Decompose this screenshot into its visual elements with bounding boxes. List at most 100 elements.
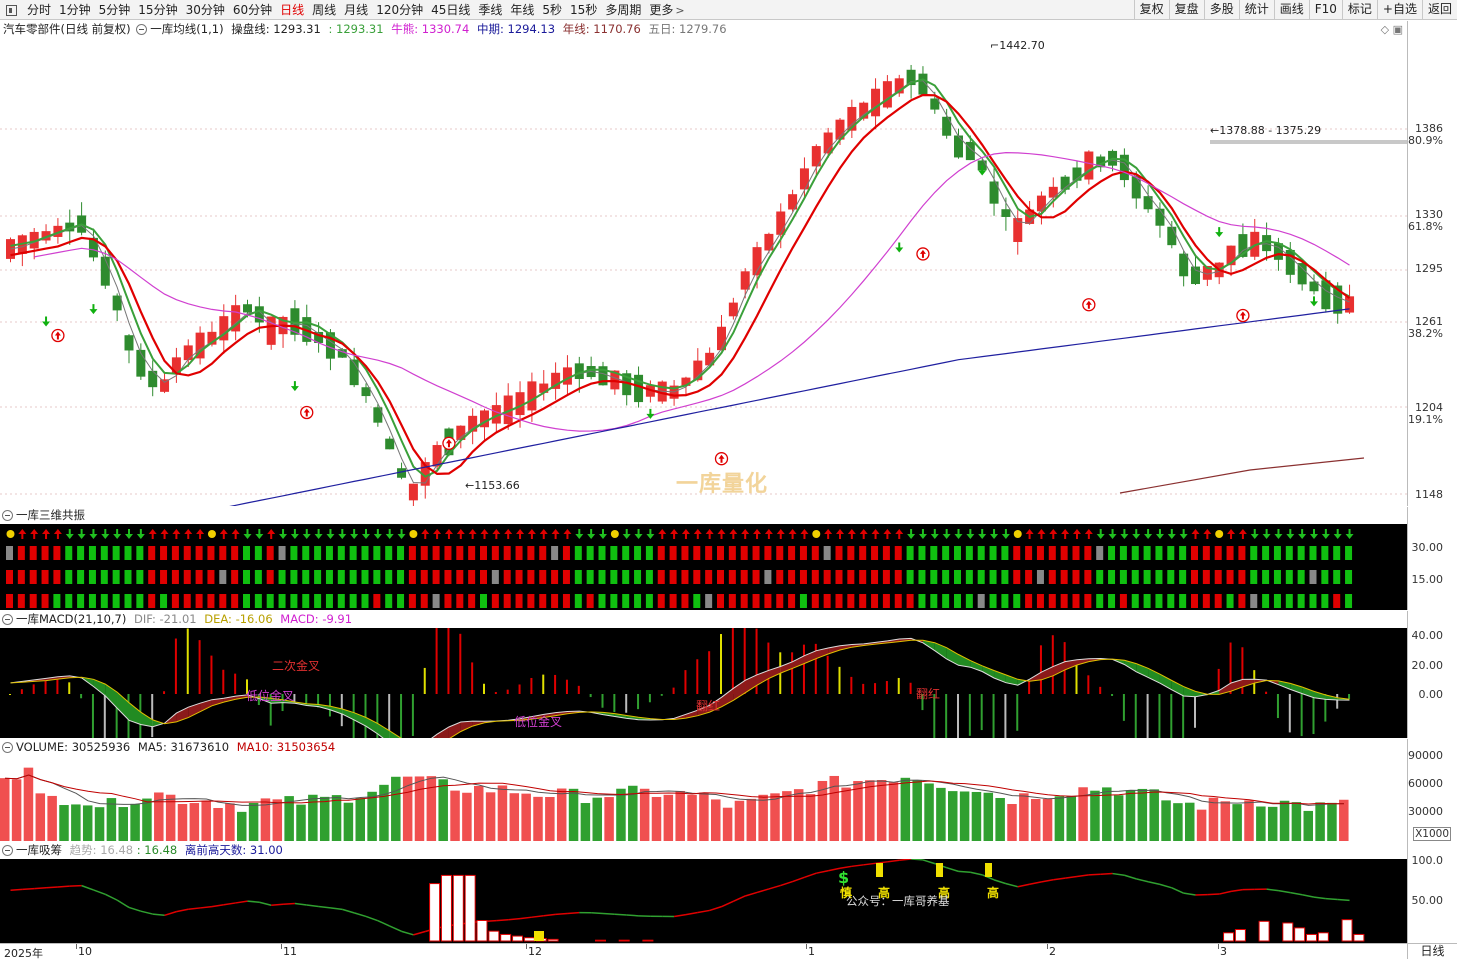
period-1min[interactable]: 1分钟 bbox=[59, 3, 91, 17]
candle-body bbox=[1013, 218, 1023, 242]
resonance-bar bbox=[634, 594, 642, 608]
resonance-down-icon bbox=[1120, 529, 1129, 539]
resonance-bar bbox=[728, 546, 736, 560]
window-icon[interactable]: ▣ bbox=[1392, 23, 1403, 36]
period-fenshi[interactable]: 分时 bbox=[27, 3, 52, 17]
volume-bar bbox=[722, 807, 733, 841]
volume-bar bbox=[758, 794, 768, 841]
resonance-bar bbox=[622, 594, 630, 608]
resonance-bar bbox=[1202, 594, 1210, 608]
biaoji-button[interactable]: 标记 bbox=[1341, 0, 1377, 20]
macd-band bbox=[780, 661, 793, 673]
resonance-bar bbox=[171, 546, 179, 560]
indicator-menu-icon[interactable] bbox=[2, 614, 13, 625]
diamond-icon[interactable]: ◇ bbox=[1380, 23, 1390, 36]
dif-line bbox=[10, 637, 1350, 738]
resonance-bar bbox=[965, 570, 973, 584]
candle-body bbox=[349, 359, 359, 386]
resonance-bar bbox=[1167, 570, 1175, 584]
period-quarter[interactable]: 季线 bbox=[478, 3, 503, 17]
candle-body bbox=[788, 194, 798, 210]
resonance-bar bbox=[598, 594, 606, 608]
period-30min[interactable]: 30分钟 bbox=[185, 3, 225, 17]
fupan-button[interactable]: 复盘 bbox=[1168, 0, 1204, 20]
macd-band bbox=[377, 723, 390, 738]
sanwei-axis: 30.00 15.00 bbox=[1407, 507, 1457, 610]
resonance-bar bbox=[278, 570, 286, 584]
resonance-bar bbox=[266, 546, 274, 560]
volume-bar bbox=[592, 797, 602, 841]
period-multi[interactable]: 多周期 bbox=[605, 3, 642, 17]
f10-button[interactable]: F10 bbox=[1308, 0, 1342, 20]
period-120min[interactable]: 120分钟 bbox=[376, 3, 424, 17]
volume-bar bbox=[1256, 806, 1266, 841]
period-monthly[interactable]: 月线 bbox=[344, 3, 369, 17]
macd-bar bbox=[328, 694, 331, 717]
period-15sec[interactable]: 15秒 bbox=[570, 3, 598, 17]
xichou-title[interactable]: 一库吸筹 bbox=[16, 843, 62, 857]
resonance-bar bbox=[539, 594, 547, 608]
resonance-bar bbox=[124, 570, 132, 584]
candle-body bbox=[1036, 195, 1046, 212]
add-watchlist-button[interactable]: +自选 bbox=[1376, 0, 1422, 20]
back-button[interactable]: 返回 bbox=[1421, 0, 1457, 20]
macd-band bbox=[946, 647, 959, 666]
macd-title[interactable]: 一库MACD(21,10,7) bbox=[16, 612, 127, 626]
period-daily[interactable]: 日线 bbox=[280, 3, 305, 17]
stock-name[interactable]: 汽车零部件(日线 前复权) bbox=[3, 22, 131, 36]
volume-title[interactable]: VOLUME: bbox=[16, 740, 69, 754]
trend-line bbox=[519, 916, 532, 920]
period-weekly[interactable]: 周线 bbox=[312, 3, 337, 17]
resonance-bar bbox=[408, 570, 416, 584]
sanwei-title[interactable]: 一库三维共振 bbox=[16, 508, 85, 522]
resonance-down-icon bbox=[1155, 529, 1164, 539]
candlestick-chart[interactable] bbox=[0, 38, 1407, 506]
indicator-menu-icon[interactable] bbox=[136, 24, 148, 35]
indicator-menu-icon[interactable] bbox=[2, 510, 13, 521]
resonance-up-icon bbox=[444, 529, 453, 539]
axis-1295: 1295 bbox=[1415, 262, 1443, 275]
ma-green-line bbox=[10, 78, 1350, 478]
niuxiong-label: 牛熊: bbox=[391, 22, 419, 36]
macd-bar bbox=[246, 679, 248, 694]
resonance-down-icon bbox=[136, 529, 145, 539]
resonance-bar bbox=[610, 546, 618, 560]
resonance-bar bbox=[1036, 594, 1044, 608]
resonance-bar bbox=[1285, 546, 1293, 560]
macd-band bbox=[140, 712, 153, 727]
resonance-down-icon bbox=[646, 529, 655, 539]
resonance-down-icon bbox=[1333, 529, 1342, 539]
period-5min[interactable]: 5分钟 bbox=[98, 3, 131, 17]
resonance-bar bbox=[752, 570, 760, 584]
macd-bar bbox=[80, 694, 83, 699]
period-45day[interactable]: 45日线 bbox=[431, 3, 471, 17]
xichou-bar bbox=[1258, 920, 1270, 942]
macd-bar bbox=[222, 669, 225, 694]
trend-line bbox=[1171, 887, 1184, 894]
trend-line bbox=[602, 912, 615, 916]
indicator-menu-icon[interactable] bbox=[2, 742, 13, 753]
period-indicator[interactable]: 日线 bbox=[1407, 943, 1457, 959]
indicator-menu-icon[interactable] bbox=[2, 845, 13, 856]
ma-year-line bbox=[1119, 457, 1365, 494]
tongji-button[interactable]: 统计 bbox=[1238, 0, 1274, 20]
duogu-button[interactable]: 多股 bbox=[1203, 0, 1239, 20]
resonance-down-icon bbox=[113, 529, 122, 539]
candle-body bbox=[574, 363, 584, 380]
period-year[interactable]: 年线 bbox=[510, 3, 535, 17]
period-15min[interactable]: 15分钟 bbox=[138, 3, 178, 17]
resonance-bar bbox=[527, 594, 535, 608]
huaxian-button[interactable]: 画线 bbox=[1273, 0, 1309, 20]
fuquan-button[interactable]: 复权 bbox=[1133, 0, 1169, 20]
resonance-bar bbox=[148, 570, 156, 584]
chevron-right-icon[interactable]: > bbox=[675, 3, 685, 17]
resonance-dot-icon bbox=[1215, 530, 1224, 538]
ma-indicator-name[interactable]: 一库均线(1,1) bbox=[150, 22, 224, 36]
resonance-up-icon bbox=[1238, 529, 1247, 539]
period-60min[interactable]: 60分钟 bbox=[232, 3, 273, 17]
layout-icon[interactable] bbox=[6, 4, 17, 16]
trend-line bbox=[567, 911, 580, 915]
period-5sec[interactable]: 5秒 bbox=[542, 3, 563, 17]
macd-axis-0: 0.00 bbox=[1418, 688, 1444, 701]
period-more[interactable]: 更多 bbox=[649, 3, 674, 17]
